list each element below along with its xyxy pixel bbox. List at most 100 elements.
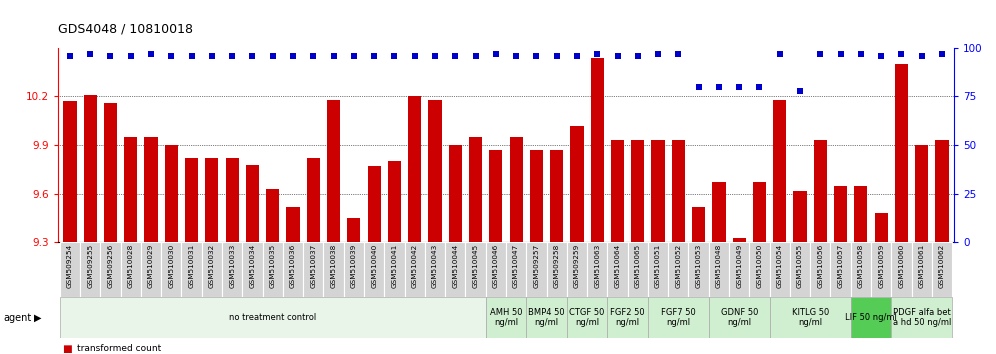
Bar (121, 242, 140, 297)
Text: GDS4048 / 10810018: GDS4048 / 10810018 (58, 22, 193, 35)
Bar (891, 297, 952, 338)
Bar (368, 166, 380, 242)
Bar (307, 158, 320, 242)
Bar (591, 58, 604, 242)
Bar (185, 158, 198, 242)
Bar (770, 242, 790, 297)
Text: GSM510036: GSM510036 (290, 244, 296, 289)
Bar (303, 242, 324, 297)
Text: BMP4 50
ng/ml: BMP4 50 ng/ml (528, 308, 565, 327)
Bar (851, 242, 872, 297)
Text: AMH 50
ng/ml: AMH 50 ng/ml (490, 308, 522, 327)
Bar (688, 242, 709, 297)
Text: LIF 50 ng/ml: LIF 50 ng/ml (845, 313, 897, 322)
Text: GSM510047: GSM510047 (513, 244, 519, 289)
Text: no treatment control: no treatment control (229, 313, 317, 322)
Bar (225, 158, 239, 242)
Bar (648, 297, 709, 338)
Text: GSM510052: GSM510052 (675, 244, 681, 289)
Text: agent: agent (3, 313, 31, 323)
Bar (506, 242, 526, 297)
Text: GSM509257: GSM509257 (534, 244, 540, 289)
Text: GSM510045: GSM510045 (472, 244, 478, 289)
Bar (834, 186, 848, 242)
Text: GSM510046: GSM510046 (493, 244, 499, 289)
Bar (222, 242, 242, 297)
Bar (387, 161, 401, 242)
Text: GSM510042: GSM510042 (411, 244, 417, 289)
Bar (831, 242, 851, 297)
Text: GSM510062: GSM510062 (939, 244, 945, 289)
Bar (571, 126, 584, 242)
Text: GSM510050: GSM510050 (757, 244, 763, 289)
Bar (935, 140, 948, 242)
Text: GSM510030: GSM510030 (168, 244, 174, 289)
Text: GDNF 50
ng/ml: GDNF 50 ng/ml (720, 308, 758, 327)
Text: GSM509258: GSM509258 (554, 244, 560, 289)
Text: GSM510058: GSM510058 (858, 244, 864, 289)
Bar (140, 242, 161, 297)
Bar (84, 95, 97, 242)
Text: GSM510061: GSM510061 (918, 244, 924, 289)
Text: transformed count: transformed count (77, 344, 161, 353)
Bar (753, 182, 766, 242)
Bar (648, 242, 668, 297)
Bar (101, 242, 121, 297)
Text: GSM510063: GSM510063 (595, 244, 601, 289)
Bar (404, 242, 425, 297)
Text: FGF2 50
ng/ml: FGF2 50 ng/ml (611, 308, 645, 327)
Bar (287, 207, 300, 242)
Bar (364, 242, 384, 297)
Bar (445, 242, 465, 297)
Text: FGF7 50
ng/ml: FGF7 50 ng/ml (661, 308, 696, 327)
Bar (810, 242, 831, 297)
Text: GSM509259: GSM509259 (574, 244, 580, 289)
Bar (891, 242, 911, 297)
Text: GSM509255: GSM509255 (88, 244, 94, 289)
Text: GSM510032: GSM510032 (209, 244, 215, 289)
Bar (773, 100, 787, 242)
Bar (327, 100, 341, 242)
Bar (932, 242, 952, 297)
Text: GSM510059: GSM510059 (878, 244, 884, 289)
Bar (246, 165, 259, 242)
Text: GSM510033: GSM510033 (229, 244, 235, 289)
Bar (283, 242, 303, 297)
Bar (627, 242, 648, 297)
Text: GSM510060: GSM510060 (898, 244, 904, 289)
Bar (587, 242, 608, 297)
Bar (242, 242, 263, 297)
Bar (915, 145, 928, 242)
Text: GSM510038: GSM510038 (331, 244, 337, 289)
Text: GSM510039: GSM510039 (351, 244, 357, 289)
Bar (469, 137, 482, 242)
Bar (733, 238, 746, 242)
Text: GSM510064: GSM510064 (615, 244, 621, 289)
Text: CTGF 50
ng/ml: CTGF 50 ng/ml (570, 308, 605, 327)
Bar (164, 145, 178, 242)
Bar (64, 101, 77, 242)
Text: GSM510037: GSM510037 (311, 244, 317, 289)
Bar (205, 158, 218, 242)
Bar (80, 242, 101, 297)
Bar (790, 242, 810, 297)
Bar (428, 100, 441, 242)
Text: GSM509256: GSM509256 (108, 244, 114, 289)
Text: ■: ■ (62, 344, 72, 354)
Bar (794, 190, 807, 242)
Bar (709, 242, 729, 297)
Bar (567, 297, 608, 338)
Text: GSM510035: GSM510035 (270, 244, 276, 289)
Text: GSM510031: GSM510031 (188, 244, 194, 289)
Text: GSM510041: GSM510041 (391, 244, 397, 289)
Bar (60, 297, 486, 338)
Text: GSM510043: GSM510043 (432, 244, 438, 289)
Bar (911, 242, 932, 297)
Bar (671, 140, 685, 242)
Bar (651, 140, 664, 242)
Bar (486, 242, 506, 297)
Text: GSM510065: GSM510065 (634, 244, 640, 289)
Bar (608, 297, 648, 338)
Bar (384, 242, 404, 297)
Bar (510, 137, 523, 242)
